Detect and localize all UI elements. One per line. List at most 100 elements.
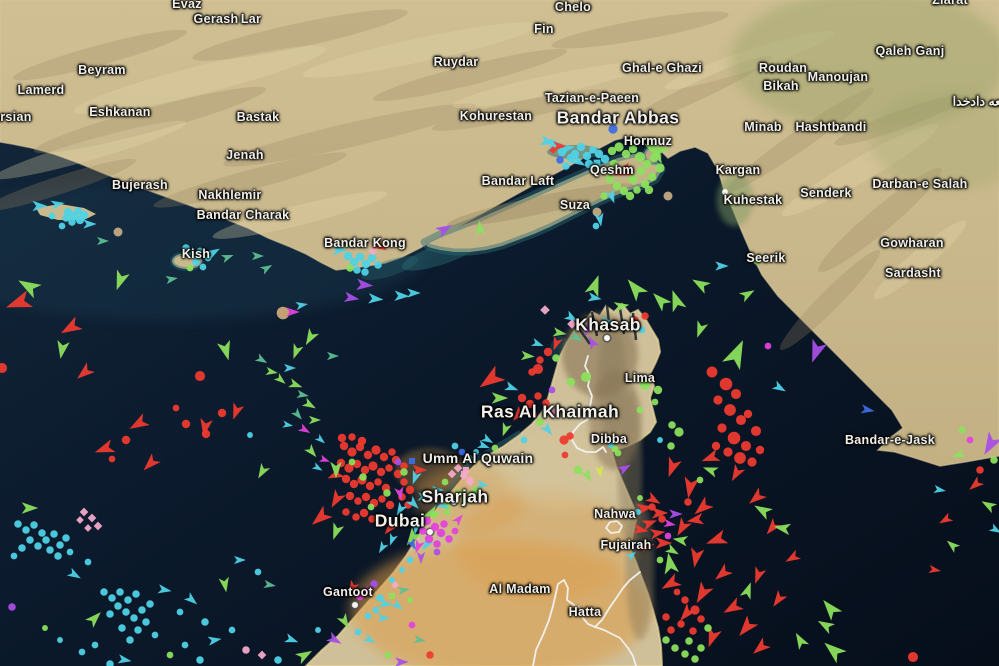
vessel-dot-marker[interactable] (628, 144, 638, 154)
vessel-dot-marker[interactable] (124, 596, 132, 604)
vessel-arrow-marker[interactable] (304, 443, 320, 460)
vessel-arrow-marker[interactable] (771, 380, 788, 396)
vessel-dot-marker[interactable] (383, 489, 391, 497)
vessel-dot-marker[interactable] (621, 149, 631, 159)
vessel-arrow-marker[interactable] (301, 327, 320, 348)
vessel-arrow-marker[interactable] (289, 343, 304, 361)
vessel-dot-marker[interactable] (634, 151, 646, 163)
vessel-dot-marker[interactable] (633, 186, 641, 194)
vessel-square-marker[interactable] (593, 159, 601, 167)
vessel-dot-marker[interactable] (348, 433, 356, 441)
vessel-dot-marker[interactable] (734, 452, 746, 464)
vessel-arrow-marker[interactable] (815, 616, 836, 635)
vessel-dot-marker[interactable] (368, 461, 378, 471)
vessel-arrow-marker[interactable] (254, 462, 271, 481)
vessel-arrow-marker[interactable] (73, 362, 95, 383)
vessel-arrow-marker[interactable] (672, 517, 692, 539)
vessel-arrow-marker[interactable] (356, 278, 374, 292)
vessel-arrow-marker[interactable] (3, 290, 34, 315)
vessel-arrow-marker[interactable] (408, 470, 422, 486)
vessel-dot-marker[interactable] (580, 371, 592, 383)
vessel-dot-marker[interactable] (126, 636, 134, 644)
vessel-arrow-marker[interactable] (663, 518, 676, 529)
vessel-dot-marker[interactable] (426, 651, 434, 659)
vessel-arrow-marker[interactable] (690, 581, 714, 606)
vessel-arrow-marker[interactable] (265, 366, 278, 377)
vessel-dot-marker[interactable] (436, 528, 446, 538)
vessel-dot-marker[interactable] (352, 513, 360, 521)
vessel-arrow-marker[interactable] (286, 307, 300, 317)
vessel-dot-marker[interactable] (66, 548, 74, 556)
vessel-dot-marker[interactable] (440, 520, 448, 528)
vessel-arrow-marker[interactable] (585, 334, 600, 351)
vessel-dot-marker[interactable] (677, 620, 685, 628)
vessel-dot-marker[interactable] (400, 468, 408, 476)
vessel-dot-marker[interactable] (443, 508, 451, 516)
vessel-dot-marker[interactable] (600, 154, 610, 164)
vessel-dot-marker[interactable] (463, 457, 469, 463)
vessel-dot-marker[interactable] (361, 268, 369, 276)
vessel-dot-marker[interactable] (561, 451, 569, 459)
vessel-dot-marker[interactable] (393, 469, 403, 479)
vessel-arrow-marker[interactable] (928, 564, 941, 575)
vessel-dot-marker[interactable] (907, 651, 919, 663)
vessel-dot-marker[interactable] (347, 447, 357, 457)
vessel-dot-marker[interactable] (181, 419, 191, 429)
vessel-arrow-marker[interactable] (702, 626, 722, 650)
vessel-arrow-marker[interactable] (769, 589, 788, 610)
vessel-arrow-marker[interactable] (228, 402, 245, 421)
vessel-dot-marker[interactable] (54, 552, 62, 560)
vessel-dot-marker[interactable] (22, 526, 30, 534)
vessel-dot-marker[interactable] (491, 444, 499, 452)
vessel-arrow-marker[interactable] (21, 502, 39, 514)
vessel-dot-marker[interactable] (625, 191, 635, 201)
vessel-arrow-marker[interactable] (658, 573, 682, 594)
vessel-dot-marker[interactable] (755, 445, 765, 455)
vessel-dot-marker[interactable] (254, 568, 262, 576)
vessel-dot-marker[interactable] (542, 399, 550, 407)
vessel-dot-marker[interactable] (557, 147, 567, 157)
vessel-dot-marker[interactable] (367, 253, 377, 263)
vessel-square-marker[interactable] (460, 470, 468, 478)
vessel-dot-marker[interactable] (108, 455, 116, 463)
vessel-square-marker[interactable] (388, 592, 396, 600)
vessel-dot-marker[interactable] (357, 436, 367, 446)
vessel-arrow-marker[interactable] (294, 646, 315, 665)
vessel-dot-marker[interactable] (668, 421, 676, 429)
vessel-arrow-marker[interactable] (738, 286, 757, 303)
vessel-arrow-marker[interactable] (413, 634, 426, 645)
vessel-dot-marker[interactable] (520, 436, 528, 444)
vessel-dot-marker[interactable] (966, 436, 974, 444)
vessel-arrow-marker[interactable] (640, 540, 655, 553)
vessel-arrow-marker[interactable] (605, 189, 618, 205)
vessel-dot-marker[interactable] (584, 159, 594, 169)
vessel-arrow-marker[interactable] (453, 487, 466, 498)
vessel-arrow-marker[interactable] (540, 421, 556, 438)
vessel-dot-marker[interactable] (196, 247, 204, 255)
vessel-arrow-marker[interactable] (476, 479, 489, 490)
vessel-arrow-marker[interactable] (14, 274, 42, 299)
vessel-arrow-marker[interactable] (410, 520, 422, 536)
vessel-dot-marker[interactable] (566, 153, 576, 163)
vessel-arrow-marker[interactable] (594, 212, 606, 228)
vessel-dot-marker[interactable] (689, 627, 697, 635)
vessel-arrow-marker[interactable] (978, 431, 999, 458)
vessel-dot-marker[interactable] (361, 259, 371, 269)
vessel-arrow-marker[interactable] (282, 420, 294, 430)
vessel-dot-marker[interactable] (50, 530, 58, 538)
vessel-dot-marker[interactable] (132, 590, 140, 598)
vessel-arrow-marker[interactable] (343, 291, 361, 305)
vessel-arrow-marker[interactable] (165, 274, 178, 285)
vessel-arrow-marker[interactable] (568, 330, 585, 346)
vessel-dot-marker[interactable] (186, 264, 194, 272)
vessel-dot-marker[interactable] (534, 392, 542, 400)
vessel-arrow-marker[interactable] (259, 261, 275, 275)
vessel-arrow-marker[interactable] (520, 350, 535, 362)
vessel-dot-marker[interactable] (374, 261, 382, 269)
vessel-dot-marker[interactable] (614, 449, 622, 457)
vessel-arrow-marker[interactable] (727, 463, 746, 484)
vessel-dot-marker[interactable] (355, 252, 365, 262)
vessel-dot-marker[interactable] (548, 386, 556, 394)
vessel-dot-marker[interactable] (370, 580, 378, 588)
vessel-arrow-marker[interactable] (720, 597, 744, 618)
